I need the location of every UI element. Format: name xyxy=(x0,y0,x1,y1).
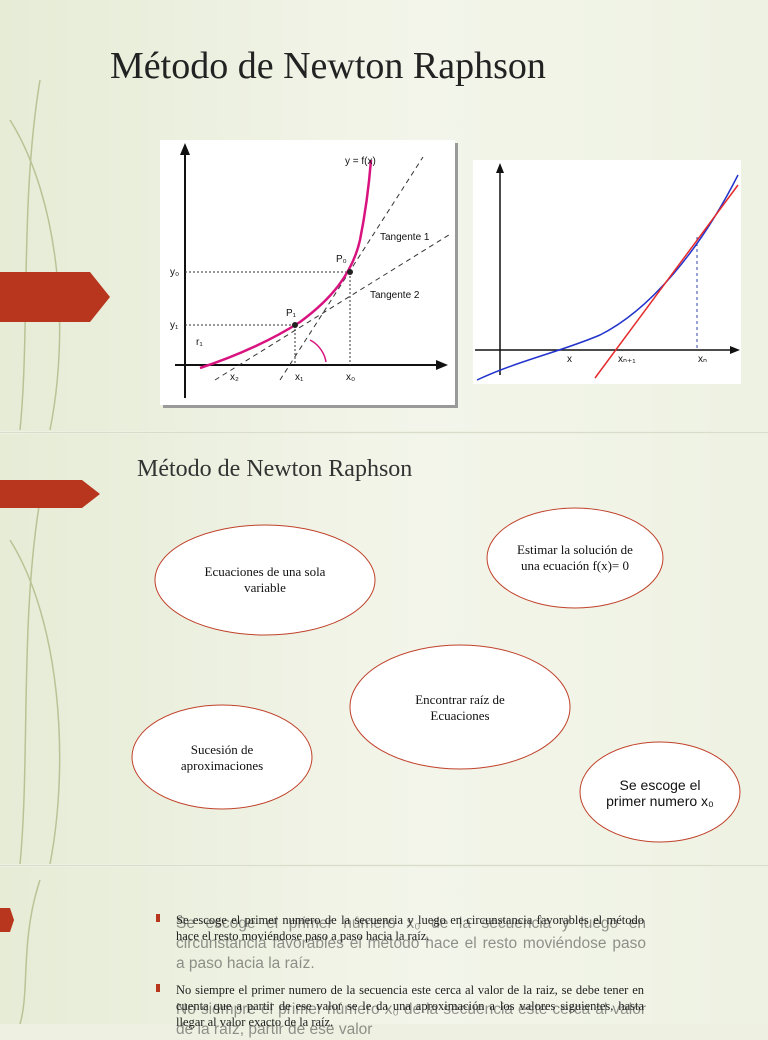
label: P₀ xyxy=(336,254,347,265)
figure-2 xyxy=(473,160,741,384)
arrow xyxy=(496,163,504,173)
label: x₂ xyxy=(230,372,239,383)
label: xₙ xyxy=(698,354,707,365)
slide-title: Método de Newton Raphson xyxy=(110,45,546,87)
tangent xyxy=(594,184,739,379)
label: y₀ xyxy=(170,267,179,278)
overlay-text: Se escoge el primer número x₀ de la secu… xyxy=(176,915,646,972)
point xyxy=(347,269,353,275)
slide-3 xyxy=(0,867,768,1024)
label: Tangente 1 xyxy=(380,232,430,243)
decor-lines xyxy=(9,79,61,1024)
arrow xyxy=(180,143,190,155)
curve xyxy=(476,174,739,381)
arrow xyxy=(436,360,448,370)
axes xyxy=(175,150,440,398)
ellipses xyxy=(131,507,741,843)
bullet: No siempre el primer numero de la secuen… xyxy=(176,983,644,1029)
slide-title: Método de Newton Raphson xyxy=(137,456,413,482)
guides xyxy=(185,271,351,365)
bullet-markers xyxy=(156,914,160,992)
label: x xyxy=(567,354,572,365)
point xyxy=(292,322,298,328)
arrow-tabs xyxy=(0,272,110,932)
node: Se escoge el primer numero x₀ xyxy=(606,777,714,809)
label: y₁ xyxy=(170,320,179,331)
label: xₙ₊₁ xyxy=(618,354,636,365)
label: P₁ xyxy=(286,308,297,319)
tangents xyxy=(214,156,453,381)
label: x₁ xyxy=(295,372,304,383)
bullet: Se escoge el primer numero de la secuenc… xyxy=(176,913,644,943)
axes xyxy=(475,170,735,375)
label: x₀ xyxy=(346,372,355,383)
node: Sucesión de aproximaciones xyxy=(180,742,264,773)
label: Tangente 2 xyxy=(370,290,420,301)
node: Ecuaciones de una sola variable xyxy=(204,564,326,595)
node: Estimar la solución de una ecuación f(x)… xyxy=(517,542,633,573)
angle xyxy=(309,339,327,363)
curve xyxy=(199,159,373,370)
node: Encontrar raíz de Ecuaciones xyxy=(415,692,505,723)
arrow xyxy=(730,346,740,354)
label: r₁ xyxy=(196,337,203,348)
label: y = f(x) xyxy=(345,156,376,167)
